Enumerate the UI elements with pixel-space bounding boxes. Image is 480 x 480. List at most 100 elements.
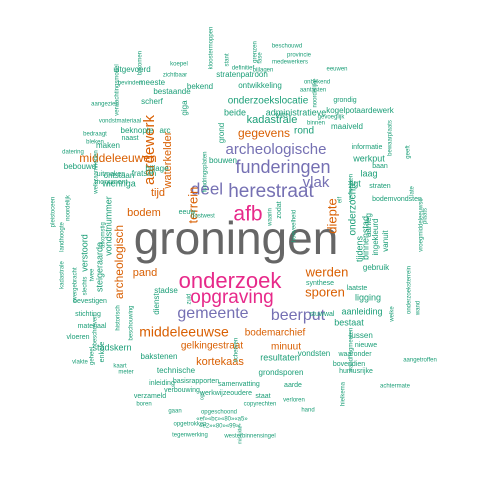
word-85: waaronder — [337, 351, 372, 358]
word-158: zuid — [187, 293, 193, 304]
word-173: stant — [225, 53, 231, 66]
word-38: aanleiding — [341, 306, 382, 316]
word-87: humusrijke — [339, 368, 373, 375]
word-157: oostwest — [191, 214, 215, 220]
word-32: resultaten — [260, 352, 300, 362]
word-155: grenzen — [253, 41, 259, 63]
word-165: fundringsplaten — [203, 151, 209, 192]
word-73: grondig — [333, 97, 356, 104]
word-142: vanuit — [381, 230, 390, 252]
word-84: nieuwe — [355, 342, 377, 349]
word-21: tijd — [151, 187, 165, 199]
word-160: welke — [390, 306, 396, 323]
word-49: monument — [94, 179, 127, 186]
word-14: terrein — [185, 187, 200, 224]
word-31: binnenstad — [360, 216, 370, 260]
word-114: provincie — [287, 53, 312, 59]
word-143: ingekleurd — [371, 219, 380, 256]
word-47: bebouwd — [64, 162, 96, 171]
word-36: stadskern — [92, 342, 131, 352]
word-5: funderingen — [235, 157, 330, 177]
word-181: landhoogte — [60, 221, 66, 251]
word-30: onderzochte — [348, 180, 359, 235]
word-146: gebruik — [363, 263, 390, 272]
word-4: herestraat — [228, 181, 314, 202]
word-74: stuwwal — [310, 311, 335, 318]
word-37: vondsten — [298, 349, 330, 358]
word-100: westerbinnensingel — [223, 434, 275, 440]
word-128: noordelijk — [66, 194, 72, 221]
word-68: arc — [159, 126, 170, 135]
word-16: middeleeuwen — [79, 151, 156, 165]
word-61: bekend — [187, 82, 213, 91]
word-129: kadastrale — [60, 260, 66, 288]
word-55: straten — [369, 183, 391, 190]
word-69: naast — [121, 135, 138, 142]
word-64: bestaande — [153, 87, 191, 96]
word-42: dienst — [152, 293, 161, 315]
word-153: late — [410, 186, 416, 196]
word-28: kadastrale — [247, 114, 298, 126]
word-53: baan — [372, 163, 388, 170]
word-179: vlakte — [72, 360, 88, 366]
word-180: verwachtingsmodel — [115, 64, 121, 115]
word-12: sporen — [305, 284, 345, 299]
word-104: aangezien — [91, 102, 119, 108]
word-170: vermelden — [349, 174, 355, 202]
word-131: beschouwing — [129, 305, 135, 340]
word-98: opgetrokken — [173, 422, 206, 428]
word-45: bijlage — [145, 164, 169, 173]
word-18: diepte — [324, 198, 339, 233]
word-145: tijdens — [354, 235, 364, 262]
word-88: aarde — [284, 382, 302, 389]
word-46: ontstaan — [104, 171, 135, 180]
word-163: kloostermoppen — [209, 27, 215, 70]
word-54: ligt — [349, 178, 361, 188]
word-56: rond — [294, 126, 314, 137]
word-62: ontwikkeling — [238, 81, 282, 90]
word-92: basisrapporten — [173, 378, 219, 385]
word-132: historisch — [116, 305, 122, 330]
word-105: vondstmateriaal — [99, 119, 141, 125]
word-99: tegenwerking — [172, 433, 208, 439]
word-8: gemeente — [177, 305, 248, 322]
word-134: materiaal — [78, 323, 107, 330]
word-130: beschreven — [93, 314, 99, 345]
word-126: twee — [90, 268, 96, 281]
word-172: «ef»«bc»«80»«a5» — [196, 417, 248, 423]
word-138: kaart — [113, 364, 127, 370]
word-120: wijze — [274, 113, 289, 119]
word-90: samenvatting — [218, 381, 260, 388]
word-107: bleken — [86, 140, 104, 146]
word-152: geeft — [406, 145, 412, 159]
word-118: gevoeglijk — [318, 115, 346, 121]
word-1: onderzoek — [179, 268, 283, 293]
word-0: groningen — [134, 212, 339, 264]
word-111: definitief — [232, 66, 255, 72]
word-10: vlak — [303, 174, 330, 191]
word-91: werkwijzeoudere — [199, 390, 252, 397]
word-119: binnen — [307, 121, 325, 127]
word-20: pand — [133, 267, 157, 279]
word-51: werkput — [352, 153, 385, 163]
word-96: gaan — [168, 409, 181, 415]
word-22: kortekaas — [196, 356, 244, 368]
word-72: kogelpotaardewerk — [326, 106, 395, 115]
word-137: bevestigen — [73, 298, 107, 305]
word-76: synthese — [306, 280, 334, 287]
word-81: steigeraarde — [94, 242, 104, 292]
word-164: wandfragmenten — [349, 328, 355, 374]
word-102: verloren — [283, 398, 305, 404]
word-159: waarin — [268, 208, 274, 227]
word-106: bedraagt — [83, 132, 107, 138]
word-139: meter — [118, 370, 133, 376]
word-177: bijkomen — [138, 51, 144, 75]
word-26: waterkelder — [162, 131, 174, 189]
word-178: geheel — [90, 347, 96, 365]
word-171: «e2»«80»«99»t — [199, 424, 241, 430]
word-66: uitgevoerd — [113, 65, 150, 74]
word-34: grondsporen — [259, 368, 304, 377]
word-25: minuut — [271, 342, 301, 353]
word-7: deel — [191, 179, 223, 198]
